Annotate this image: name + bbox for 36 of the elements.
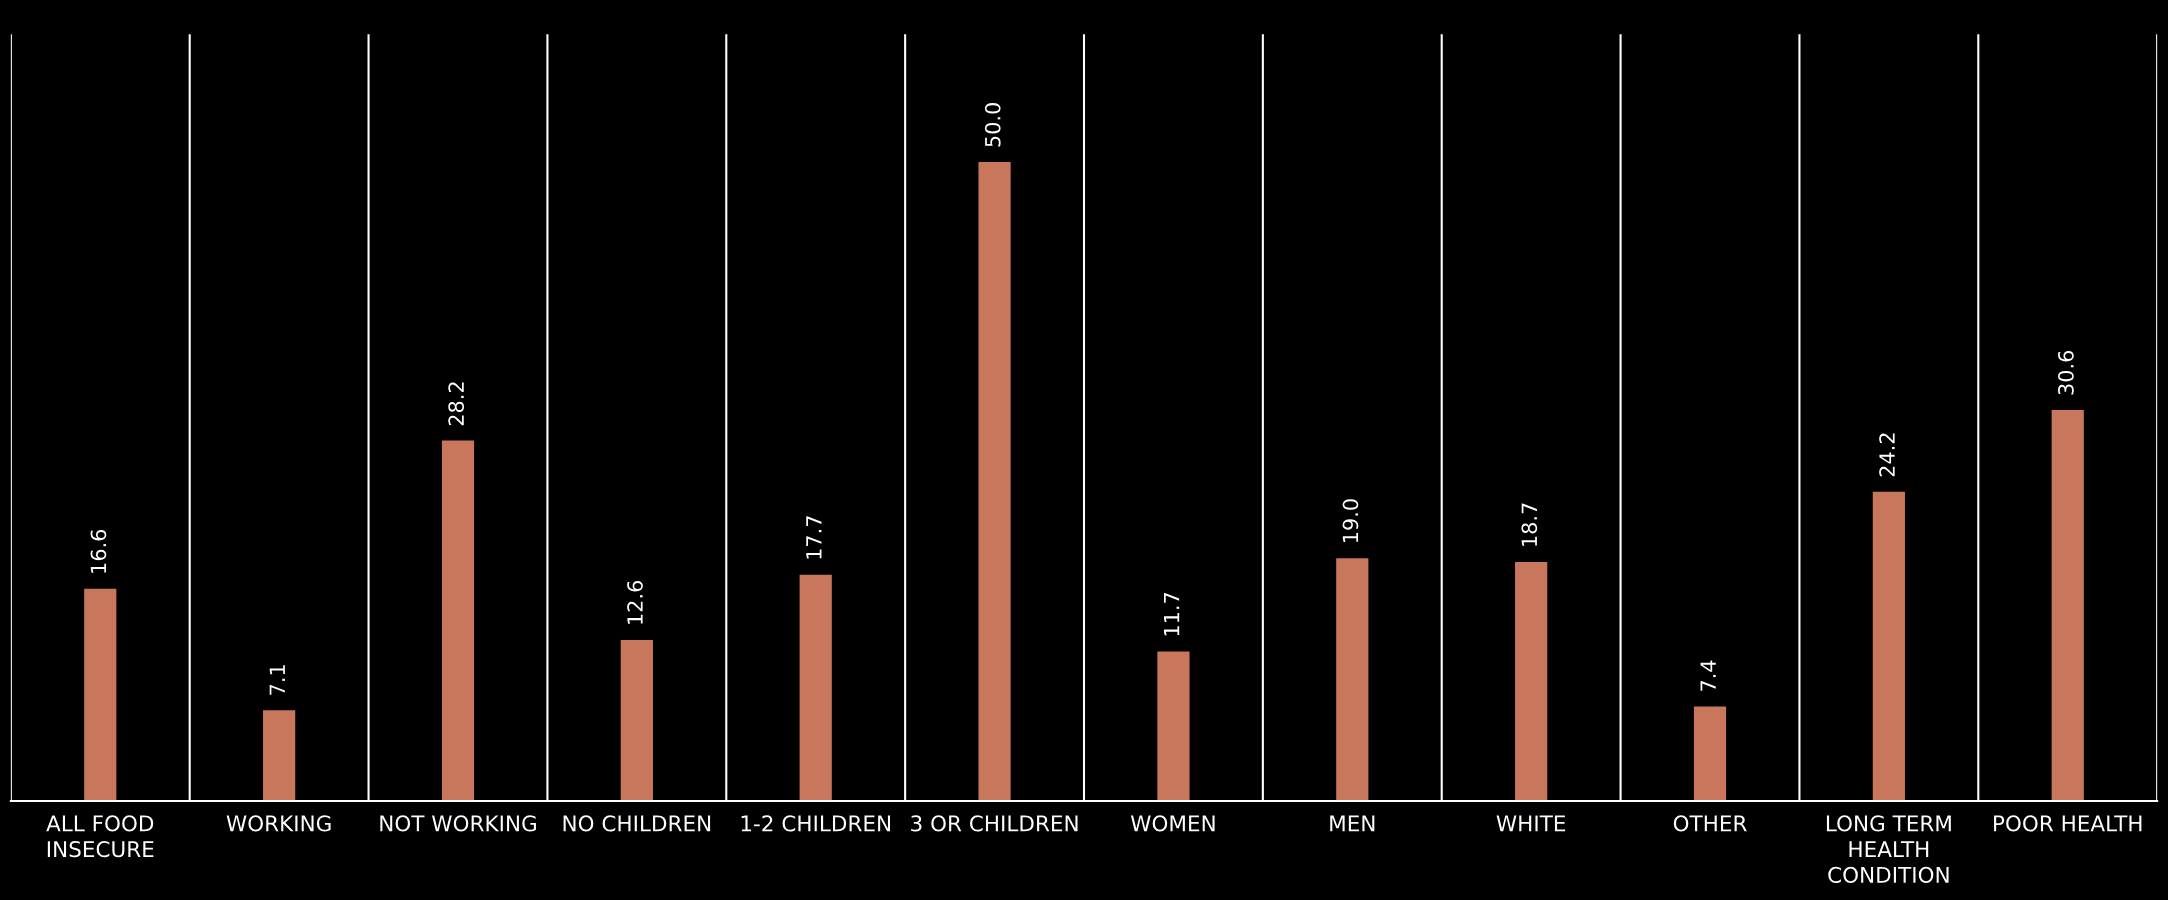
x-tick-label: WORKING: [226, 815, 331, 832]
x-tick-label: MEN: [1330, 815, 1375, 832]
data-label: 7.4: [1700, 660, 1716, 691]
x-tick-label: 3 OR CHILDREN: [911, 815, 1078, 832]
data-label: 7.1: [269, 665, 285, 695]
x-tick-label: 1-2 CHILDREN: [741, 815, 890, 832]
data-label: 28.2: [448, 382, 465, 426]
bar: [978, 162, 1011, 801]
bar: [1872, 491, 1905, 801]
bar: [1336, 558, 1369, 801]
bar: [1515, 562, 1548, 801]
x-tick-label: POOR HEALTH: [1994, 815, 2142, 832]
data-label: 19.0: [1342, 499, 1359, 542]
bar: [1693, 706, 1727, 801]
bar: [441, 440, 475, 801]
data-label: 24.2: [1879, 433, 1895, 477]
bar: [84, 588, 117, 801]
data-label: 18.7: [1521, 503, 1538, 546]
x-tick-label: NOT WORKING: [380, 815, 536, 832]
x-tick-label: WOMEN: [1130, 815, 1215, 832]
data-label: 11.7: [1163, 592, 1180, 636]
bar: [620, 639, 653, 801]
x-tick-label: OTHER: [1673, 815, 1747, 832]
x-tick-label: NO CHILDREN: [563, 815, 711, 832]
x-tick-label: ALL FOOD INSECURE: [46, 815, 154, 858]
bar: [1157, 651, 1190, 801]
x-tick-label: LONG TERM HEALTH CONDITION: [1826, 815, 1951, 884]
data-label: 16.6: [90, 529, 107, 573]
data-label: 50.0: [984, 103, 1001, 147]
bar: [2051, 409, 2084, 801]
data-label: 30.6: [2058, 350, 2074, 395]
data-label: 12.6: [627, 581, 643, 624]
x-tick-label: WHITE: [1496, 815, 1566, 832]
bar: [263, 710, 296, 801]
data-label: 17.7: [806, 516, 822, 559]
bar: [799, 574, 832, 801]
